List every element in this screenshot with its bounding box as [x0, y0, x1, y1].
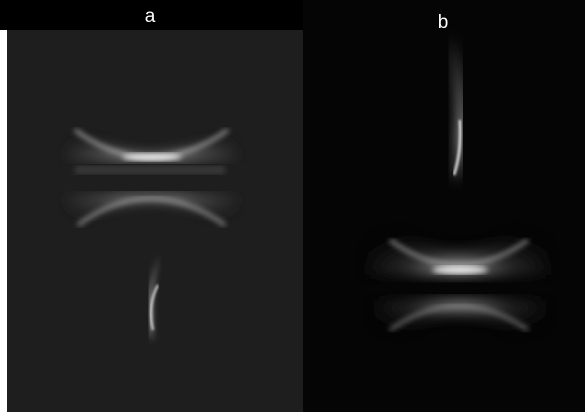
- panel-a: [7, 30, 303, 412]
- panel-b-features: [368, 33, 548, 360]
- panel-label: a: [145, 6, 156, 27]
- panel-a-features: [68, 120, 235, 341]
- panel-label: b: [438, 12, 449, 33]
